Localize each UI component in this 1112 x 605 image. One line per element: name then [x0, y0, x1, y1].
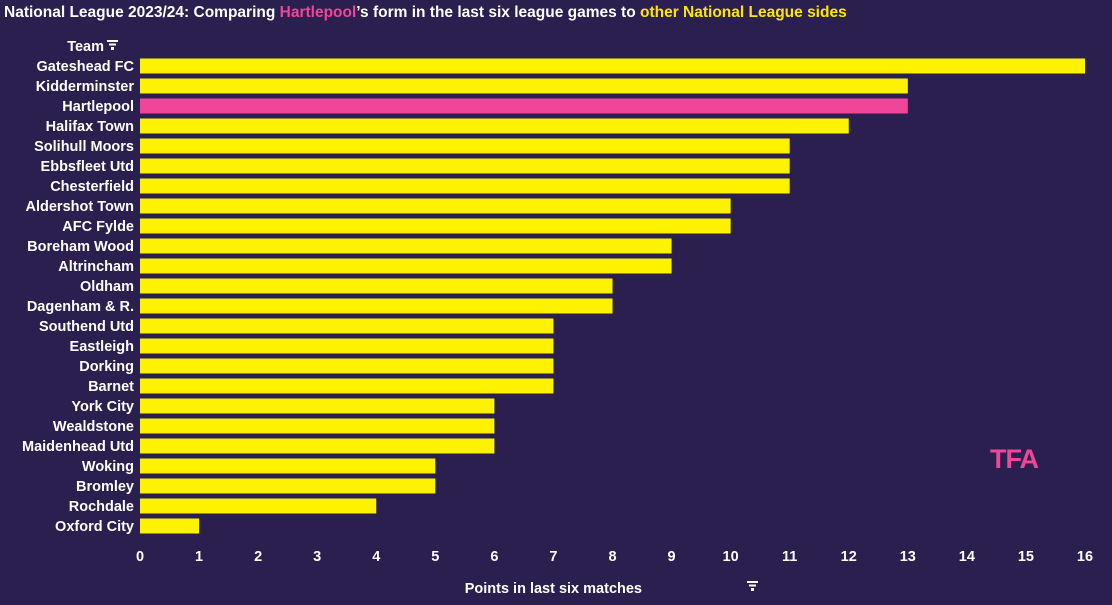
bar-gateshead-fc [140, 58, 1085, 74]
bar-bromley [140, 478, 436, 494]
bar-dagenham-r [140, 298, 613, 314]
x-tick-label: 7 [549, 549, 557, 565]
category-label: Aldershot Town [26, 199, 134, 215]
bar-solihull-moors [140, 138, 790, 154]
category-label: Halifax Town [46, 119, 134, 135]
bars [140, 58, 1085, 534]
category-label: Oxford City [55, 519, 134, 535]
bar-aldershot-town [140, 198, 731, 214]
bar-halifax-town [140, 118, 849, 134]
category-label: Kidderminster [36, 79, 135, 95]
x-axis-title: Points in last six matches [465, 581, 642, 597]
category-label: Woking [82, 459, 134, 475]
x-axis-filter-icon[interactable] [747, 581, 758, 591]
bar-york-city [140, 398, 495, 414]
bar-hartlepool [140, 98, 908, 114]
x-tick-label: 5 [431, 549, 439, 565]
bar-oldham [140, 278, 613, 294]
category-label: Dorking [79, 359, 134, 375]
x-tick-label: 10 [723, 549, 739, 565]
category-label: Oldham [80, 279, 134, 295]
x-tick-label: 4 [372, 549, 380, 565]
x-tick-label: 0 [136, 549, 144, 565]
bar-boreham-wood [140, 238, 672, 254]
bar-afc-fylde [140, 218, 731, 234]
title-highlight-team: Hartlepool [279, 4, 357, 21]
category-label: Solihull Moors [34, 139, 134, 155]
x-tick-label: 13 [900, 549, 916, 565]
x-tick-label: 3 [313, 549, 321, 565]
bar-wealdstone [140, 418, 495, 434]
category-label: Eastleigh [70, 339, 134, 355]
category-label: AFC Fylde [62, 219, 134, 235]
x-tick-label: 2 [254, 549, 262, 565]
y-axis-title: Team [67, 39, 104, 55]
category-label: Southend Utd [39, 319, 134, 335]
bar-eastleigh [140, 338, 554, 354]
x-tick-label: 9 [668, 549, 676, 565]
x-axis-ticks: 0 1 2 3 4 5 6 7 8 9 10 11 12 13 14 15 16 [136, 549, 1093, 565]
bar-oxford-city [140, 518, 200, 534]
category-label: Wealdstone [53, 419, 134, 435]
x-tick-label: 8 [608, 549, 616, 565]
category-label: Gateshead FC [37, 59, 135, 75]
bar-ebbsfleet-utd [140, 158, 790, 174]
category-label: Rochdale [69, 499, 134, 515]
bar-altrincham [140, 258, 672, 274]
bar-chesterfield [140, 178, 790, 194]
chart-title: National League 2023/24: Comparing Hartl… [4, 4, 847, 22]
category-label: Maidenhead Utd [22, 439, 134, 455]
category-label: Boreham Wood [27, 239, 134, 255]
bar-woking [140, 458, 436, 474]
bar-southend-utd [140, 318, 554, 334]
category-label: Altrincham [58, 259, 134, 275]
category-label: York City [71, 399, 134, 415]
bar-rochdale [140, 498, 377, 514]
x-tick-label: 11 [782, 549, 797, 565]
bar-barnet [140, 378, 554, 394]
bar-dorking [140, 358, 554, 374]
x-tick-label: 1 [195, 549, 203, 565]
category-label: Ebbsfleet Utd [41, 159, 134, 175]
x-tick-label: 16 [1077, 549, 1093, 565]
title-middle: ’s form in the last six league games to [356, 4, 640, 21]
category-label: Chesterfield [50, 179, 134, 195]
title-other-sides: other National League sides [639, 4, 847, 21]
x-tick-label: 14 [959, 549, 975, 565]
y-axis-filter-icon[interactable] [107, 40, 118, 50]
x-tick-label: 6 [490, 549, 498, 565]
category-label: Hartlepool [62, 99, 134, 115]
tfa-logo: TFA [990, 444, 1038, 474]
bar-maidenhead-utd [140, 438, 495, 454]
bar-kidderminster [140, 78, 908, 94]
x-tick-label: 15 [1018, 549, 1034, 565]
title-prefix: National League 2023/24: Comparing [4, 4, 280, 21]
category-label: Bromley [76, 479, 134, 495]
category-labels: Gateshead FC Kidderminster Hartlepool Halif… [22, 59, 135, 535]
x-tick-label: 12 [841, 549, 857, 565]
category-label: Dagenham & R. [27, 299, 134, 315]
category-label: Barnet [88, 379, 134, 395]
